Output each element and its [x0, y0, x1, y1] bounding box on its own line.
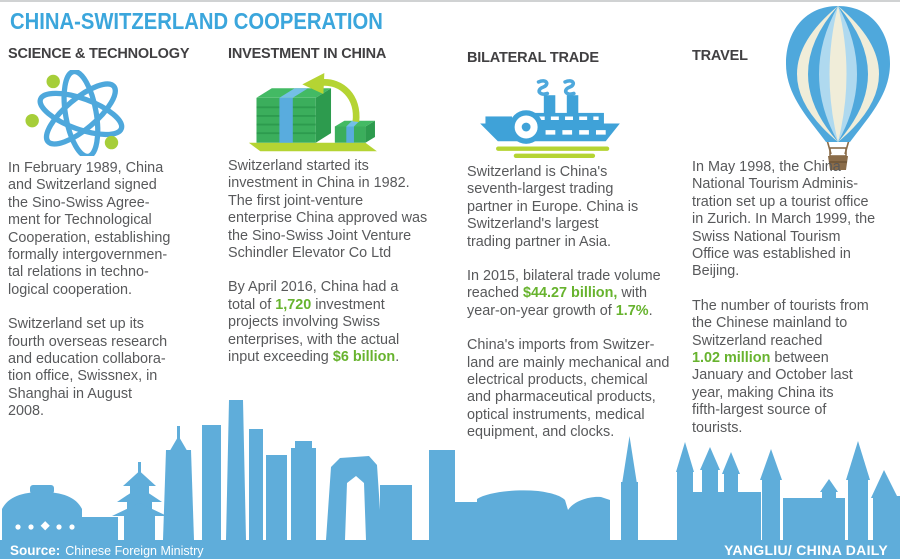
paragraph: Switzerland started its investment in Ch… — [228, 158, 428, 262]
column-header-travel: TRAVEL — [692, 48, 748, 64]
paragraph: By April 2016, China had a total of 1,72… — [228, 279, 400, 366]
byline-credit: YANGLIU/ CHINA DAILY — [724, 542, 888, 558]
skyline-silhouette — [2, 400, 900, 540]
paragraph: Switzerland is China's seventh-largest t… — [467, 164, 639, 250]
column-text-investment: Switzerland started its investment in Ch… — [228, 158, 454, 366]
source-value: Chinese Foreign Ministry — [65, 544, 204, 558]
column-header-investment: INVESTMENT IN CHINA — [228, 46, 387, 62]
money-stack-icon — [240, 72, 380, 158]
source-line: Source: Chinese Foreign Ministry — [10, 540, 204, 559]
hot-air-balloon-icon — [780, 4, 896, 172]
paragraph: China's imports from Switzer- land are m… — [467, 337, 670, 441]
paragraph: The number of tourists from the Chinese … — [692, 297, 869, 436]
steamship-icon — [466, 74, 634, 158]
footer-bar: Source: Chinese Foreign Ministry YANGLIU/… — [0, 540, 900, 559]
column-text-travel: In May 1998, the China National Tourism … — [692, 159, 900, 437]
page-title: CHINA-SWITZERLAND COOPERATION — [10, 8, 383, 34]
paragraph: Switzerland set up its fourth overseas r… — [8, 316, 168, 420]
paragraph: In 2015, bilateral trade volume reached … — [467, 268, 661, 319]
atom-icon — [20, 70, 138, 156]
column-header-science: SCIENCE & TECHNOLOGY — [8, 46, 190, 62]
paragraph: In February 1989, China and Switzerland … — [8, 160, 171, 298]
column-header-trade: BILATERAL TRADE — [467, 50, 599, 66]
column-text-science: In February 1989, China and Switzerland … — [8, 160, 220, 421]
column-text-trade: Switzerland is China's seventh-largest t… — [467, 164, 695, 442]
paragraph: In May 1998, the China National Tourism … — [692, 159, 876, 280]
source-label: Source: — [10, 543, 61, 558]
